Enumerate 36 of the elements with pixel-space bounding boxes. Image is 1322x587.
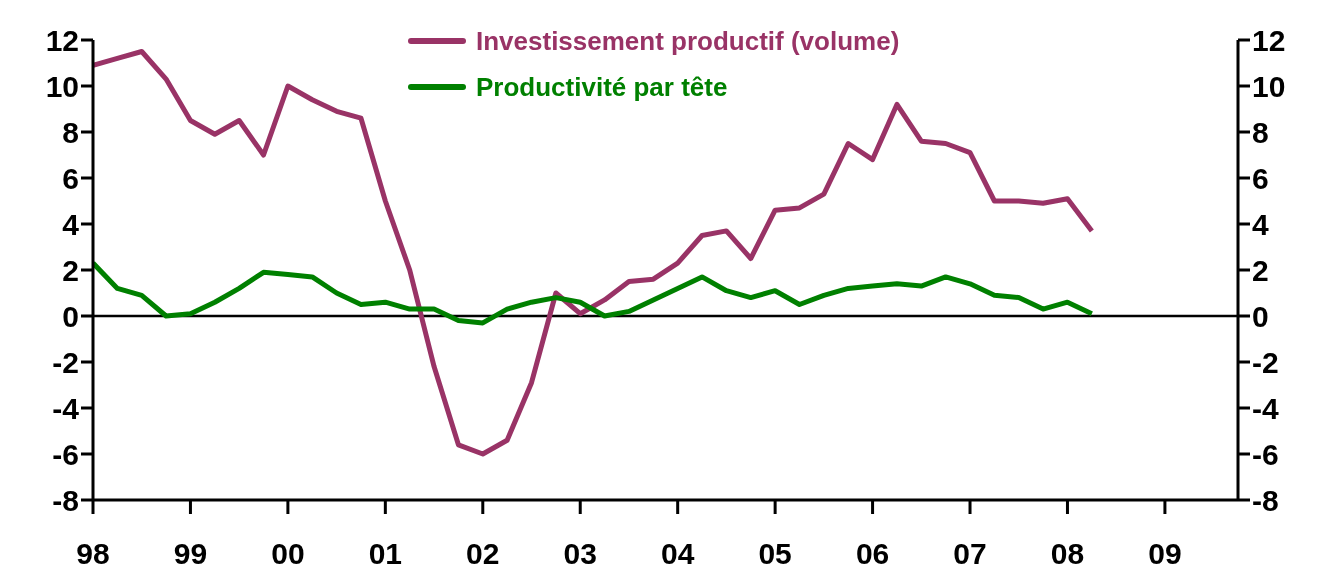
- y2-tick-label: 8: [1252, 115, 1269, 149]
- x-tick-label: 05: [758, 537, 792, 570]
- y-tick-label: 6: [62, 161, 79, 195]
- y-tick-label: 0: [62, 299, 79, 333]
- y2-tick-label: 0: [1252, 299, 1269, 333]
- y-tick-label: -2: [52, 345, 79, 379]
- y2-tick-label: 10: [1252, 69, 1286, 103]
- y-tick-label: -6: [52, 437, 79, 471]
- y2-tick-label: -6: [1252, 437, 1279, 471]
- x-tick-label: 00: [271, 537, 305, 570]
- y-tick-label: -8: [52, 483, 79, 517]
- y-tick-label: 2: [62, 253, 79, 287]
- x-tick-label: 04: [660, 537, 695, 570]
- x-tick-label: 07: [953, 537, 987, 570]
- y-tick-label: 4: [62, 207, 80, 241]
- y-tick-label: 10: [45, 69, 79, 103]
- x-tick-label: 03: [563, 537, 597, 570]
- x-tick-label: 98: [76, 537, 110, 570]
- x-tick-label: 08: [1050, 537, 1085, 570]
- y2-tick-label: 6: [1252, 161, 1269, 195]
- y2-tick-label: -8: [1252, 483, 1279, 517]
- legend-label: Investissement productif (volume): [476, 25, 900, 57]
- legend-label: Productivité par tête: [476, 71, 728, 103]
- y2-tick-label: 12: [1252, 23, 1286, 57]
- x-tick-label: 99: [173, 537, 208, 570]
- y2-tick-label: 4: [1252, 207, 1269, 241]
- y-tick-label: -4: [52, 391, 80, 425]
- x-tick-label: 06: [855, 537, 890, 570]
- y2-tick-label: -4: [1252, 391, 1279, 425]
- x-tick-label: 02: [466, 537, 500, 570]
- y-tick-label: 12: [45, 23, 79, 57]
- x-tick-label: 09: [1148, 537, 1182, 570]
- y2-tick-label: -2: [1252, 345, 1279, 379]
- y2-tick-label: 2: [1252, 253, 1269, 287]
- y-tick-label: 8: [62, 115, 79, 149]
- x-tick-label: 01: [368, 537, 403, 570]
